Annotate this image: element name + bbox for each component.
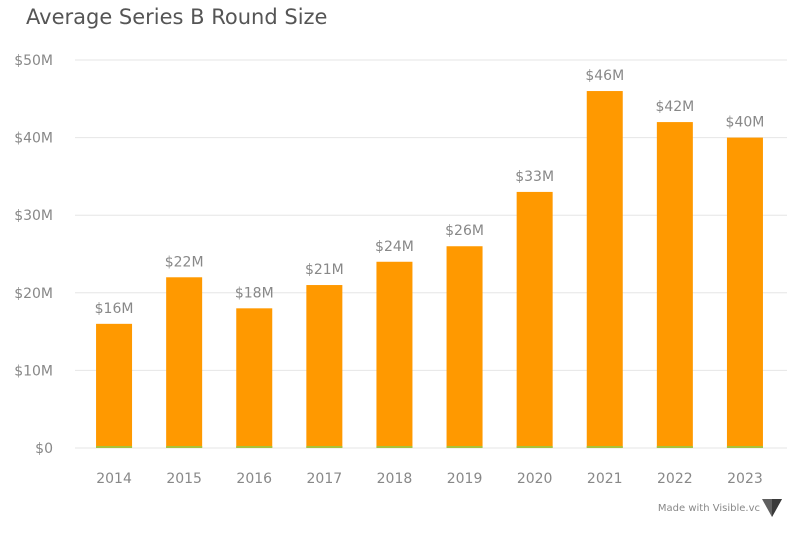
x-tick-label-2023: 2023 — [727, 471, 763, 487]
bar-base-2022 — [656, 446, 693, 448]
bar-2014[interactable] — [96, 323, 133, 448]
bar-base-2021 — [586, 446, 623, 448]
y-tick-label: $10M — [14, 363, 53, 379]
data-labels: $16M $22M $18M $21M $24M $26M $33M $46M $42M $40M — [95, 68, 765, 317]
bar-base-2019 — [446, 446, 483, 448]
y-tick-label: $50M — [14, 53, 53, 69]
bar-2020[interactable] — [516, 191, 553, 449]
bar-base-2015 — [166, 446, 203, 448]
data-label-2022: $42M — [655, 99, 694, 115]
bar-base-2023 — [726, 446, 763, 448]
x-axis-ticks: 2014 2015 2016 2017 2018 2019 2020 2021 2022 2023 — [96, 471, 763, 487]
bar-base-2018 — [376, 446, 413, 448]
y-tick-label: $20M — [14, 286, 53, 302]
x-tick-label-2017: 2017 — [307, 471, 343, 487]
bar-2017[interactable] — [306, 285, 343, 448]
y-tick-label: $0 — [35, 441, 53, 457]
x-tick-label-2015: 2015 — [166, 471, 202, 487]
x-tick-label-2014: 2014 — [96, 471, 132, 487]
y-axis-ticks: $0 $10M $20M $30M $40M $50M — [14, 53, 53, 457]
bar-2019[interactable] — [446, 246, 483, 448]
bar-2021[interactable] — [586, 91, 623, 448]
data-label-2014: $16M — [95, 301, 134, 317]
data-label-2020: $33M — [515, 169, 554, 185]
bar-2022[interactable] — [656, 122, 693, 448]
data-label-2023: $40M — [726, 115, 765, 131]
bar-base-2017 — [306, 446, 343, 448]
x-tick-label-2018: 2018 — [377, 471, 413, 487]
bar-2015[interactable] — [166, 277, 203, 448]
bar-chart: $0$10M$20M$30M$40M$50M $16M$22M$18M$21M$… — [14, 53, 787, 487]
y-tick-label: $30M — [14, 208, 53, 224]
x-tick-label-2020: 2020 — [517, 471, 553, 487]
y-tick-label: $40M — [14, 131, 53, 147]
data-label-2015: $22M — [165, 254, 204, 270]
x-tick-label-2021: 2021 — [587, 471, 623, 487]
data-label-2018: $24M — [375, 239, 414, 255]
data-label-2016: $18M — [235, 285, 274, 301]
bars — [96, 91, 763, 449]
data-label-2021: $46M — [585, 68, 624, 84]
x-tick-label-2016: 2016 — [236, 471, 272, 487]
bar-2023[interactable] — [726, 137, 763, 448]
bar-base-2014 — [96, 446, 133, 448]
bar-base-2016 — [236, 446, 273, 448]
x-tick-label-2019: 2019 — [447, 471, 483, 487]
x-tick-label-2022: 2022 — [657, 471, 693, 487]
bar-base-2020 — [516, 446, 553, 448]
bar-2016[interactable] — [236, 308, 273, 448]
chart-title: Average Series B Round Size — [26, 5, 328, 29]
credit-text[interactable]: Made with Visible.vc — [657, 503, 760, 514]
data-label-2017: $21M — [305, 262, 344, 278]
bar-2018[interactable] — [376, 261, 413, 448]
visible-logo-icon[interactable] — [762, 499, 782, 517]
data-label-2019: $26M — [445, 223, 484, 239]
